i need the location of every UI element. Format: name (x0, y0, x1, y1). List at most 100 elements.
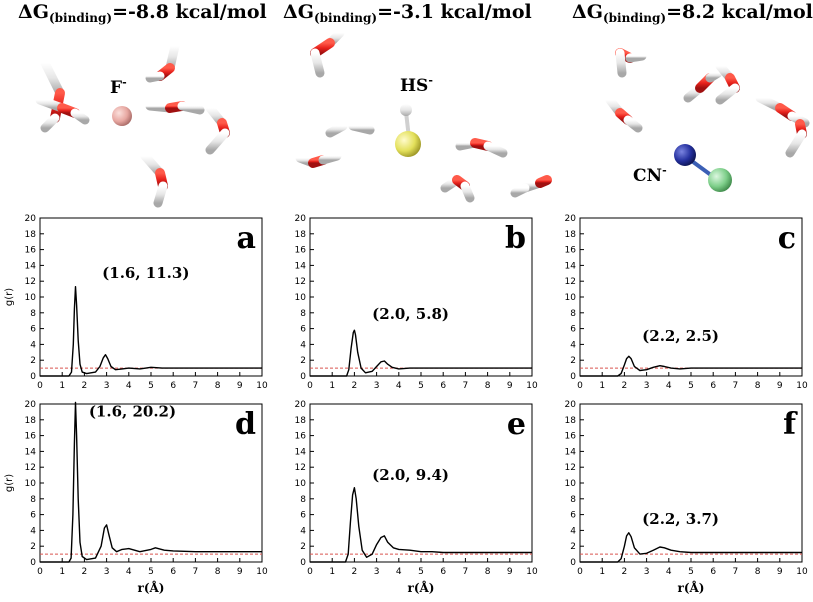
peak-annotation: (1.6, 11.3) (102, 264, 189, 282)
y-tick-label: 12 (25, 463, 36, 473)
dg-value: =-3.1 kcal/mol (377, 1, 532, 23)
y-tick-label: 2 (300, 542, 306, 552)
x-tick-label: 2 (622, 381, 628, 391)
x-tick-label: 9 (237, 567, 243, 577)
x-tick-label: 9 (507, 567, 513, 577)
y-tick-label: 6 (30, 325, 36, 335)
rdf-curve (40, 401, 262, 563)
y-tick-label: 6 (570, 511, 576, 521)
x-tick-label: 3 (644, 381, 650, 391)
y-tick-label: 20 (25, 400, 37, 410)
carbon-atom (708, 168, 732, 192)
y-tick-label: 0 (300, 558, 306, 568)
rdf-curve (40, 285, 262, 377)
y-tick-label: 4 (300, 526, 306, 536)
y-axis-label: g(r) (4, 288, 15, 306)
dg-subscript: (binding) (602, 11, 667, 25)
y-tick-label: 4 (570, 340, 576, 350)
y-tick-label: 14 (295, 447, 307, 457)
x-tick-label: 5 (688, 567, 694, 577)
x-tick-label: 1 (599, 567, 605, 577)
y-tick-label: 6 (30, 511, 36, 521)
y-tick-label: 8 (570, 495, 576, 505)
x-tick-label: 0 (307, 381, 313, 391)
peak-annotation: (2.0, 5.8) (372, 305, 449, 323)
x-tick-label: 3 (374, 567, 380, 577)
y-tick-label: 18 (565, 416, 577, 426)
panel-label: d (235, 407, 256, 442)
y-tick-label: 4 (30, 340, 36, 350)
y-axis-label: g(r) (4, 474, 15, 492)
y-tick-label: 14 (295, 261, 307, 271)
y-tick-label: 14 (25, 447, 37, 457)
x-tick-label: 3 (104, 381, 110, 391)
x-tick-label: 7 (463, 567, 469, 577)
x-tick-label: 7 (193, 381, 199, 391)
x-tick-label: 6 (170, 381, 176, 391)
y-tick-label: 0 (570, 372, 576, 382)
y-tick-label: 10 (25, 293, 37, 303)
y-tick-label: 20 (295, 400, 307, 410)
x-tick-label: 0 (37, 381, 43, 391)
x-tick-label: 8 (485, 381, 491, 391)
y-tick-label: 4 (300, 340, 306, 350)
x-tick-label: 7 (463, 381, 469, 391)
y-tick-label: 4 (570, 526, 576, 536)
x-tick-label: 5 (418, 567, 424, 577)
cyanide-hydration-image (605, 48, 810, 192)
x-tick-label: 6 (710, 381, 716, 391)
hydrogen-atom (400, 104, 412, 116)
x-tick-label: 5 (418, 381, 424, 391)
y-tick-label: 18 (295, 416, 307, 426)
y-tick-label: 10 (25, 479, 37, 489)
y-tick-label: 12 (565, 463, 576, 473)
y-tick-label: 18 (25, 230, 37, 240)
peak-annotation: (1.6, 20.2) (89, 403, 176, 421)
y-tick-label: 0 (30, 558, 36, 568)
hydrosulfide-hydration-image (295, 28, 552, 203)
x-tick-label: 7 (193, 567, 199, 577)
y-tick-label: 8 (570, 309, 576, 319)
x-axis-label: r(Å) (678, 580, 705, 595)
y-tick-label: 6 (570, 325, 576, 335)
panel-label: b (505, 221, 526, 256)
sulfur-atom (395, 131, 421, 157)
y-tick-label: 10 (295, 479, 307, 489)
rdf-curve (580, 355, 802, 377)
y-tick-label: 4 (30, 526, 36, 536)
y-tick-label: 12 (25, 277, 36, 287)
x-tick-label: 2 (622, 567, 628, 577)
x-tick-label: 1 (599, 381, 605, 391)
rdf-curve (310, 486, 532, 563)
x-tick-label: 1 (329, 381, 335, 391)
x-tick-label: 7 (733, 567, 739, 577)
y-tick-label: 8 (30, 309, 36, 319)
x-tick-label: 1 (59, 567, 65, 577)
x-tick-label: 4 (126, 567, 132, 577)
x-tick-label: 10 (526, 381, 538, 391)
nitrogen-atom (674, 144, 696, 166)
y-tick-label: 16 (25, 432, 37, 442)
y-tick-label: 2 (30, 542, 36, 552)
x-axis-label: r(Å) (408, 580, 435, 595)
x-tick-label: 8 (755, 381, 761, 391)
x-tick-label: 7 (733, 381, 739, 391)
binding-energy-header-f: ΔG(binding)=-8.8 kcal/mol (18, 0, 267, 24)
x-tick-label: 8 (485, 567, 491, 577)
x-tick-label: 8 (755, 567, 761, 577)
y-tick-label: 14 (565, 261, 577, 271)
y-tick-label: 0 (570, 558, 576, 568)
panel-label: f (783, 407, 798, 442)
y-tick-label: 20 (295, 214, 307, 224)
y-tick-label: 16 (565, 246, 577, 256)
x-tick-label: 6 (440, 381, 446, 391)
y-tick-label: 0 (30, 372, 36, 382)
x-tick-label: 9 (777, 567, 783, 577)
x-tick-label: 3 (374, 381, 380, 391)
plot-frame (309, 217, 533, 377)
y-tick-label: 20 (565, 214, 577, 224)
x-tick-label: 6 (710, 567, 716, 577)
y-tick-label: 2 (570, 356, 576, 366)
